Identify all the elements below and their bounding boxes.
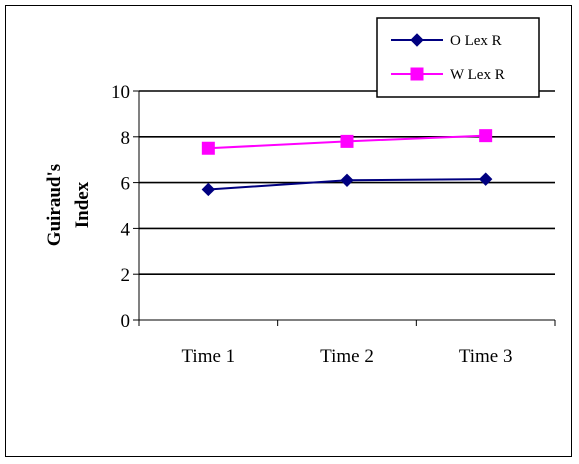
y-tick-label: 0	[121, 311, 131, 332]
data-point	[201, 182, 216, 197]
data-point	[201, 141, 215, 155]
axes	[133, 90, 556, 326]
y-tick-label: 2	[121, 265, 131, 286]
data-point	[340, 134, 354, 148]
y-tick-label: 10	[111, 82, 130, 103]
legend-label: W Lex R	[450, 67, 505, 83]
legend-item: O Lex R	[391, 33, 502, 49]
data-point	[479, 129, 493, 143]
y-axis-title: Guiraud's Index	[44, 164, 93, 246]
x-tick-label: Time 2	[320, 346, 374, 367]
legend-box	[376, 17, 540, 98]
y-axis-title-line: Guiraud's	[44, 164, 65, 246]
y-tick-label: 6	[121, 174, 131, 195]
y-tick-label: 8	[121, 128, 131, 149]
y-tick-label: 4	[121, 219, 131, 240]
y-axis-title-line: Index	[72, 181, 93, 228]
series	[201, 129, 493, 197]
legend: O Lex R W Lex R	[376, 17, 540, 98]
data-point	[478, 172, 493, 186]
series-1	[201, 172, 493, 197]
data-point	[340, 173, 354, 188]
tick-labels: 0 2 4 6 8 10 Time 1 Time 2 Time 3	[111, 82, 513, 367]
legend-label: O Lex R	[450, 33, 502, 49]
x-tick-label: Time 1	[181, 346, 235, 367]
x-tick-label: Time 3	[459, 346, 513, 367]
legend-marker	[410, 67, 424, 81]
legend-item: W Lex R	[391, 67, 505, 83]
legend-marker	[410, 33, 424, 47]
series-2	[201, 129, 493, 155]
